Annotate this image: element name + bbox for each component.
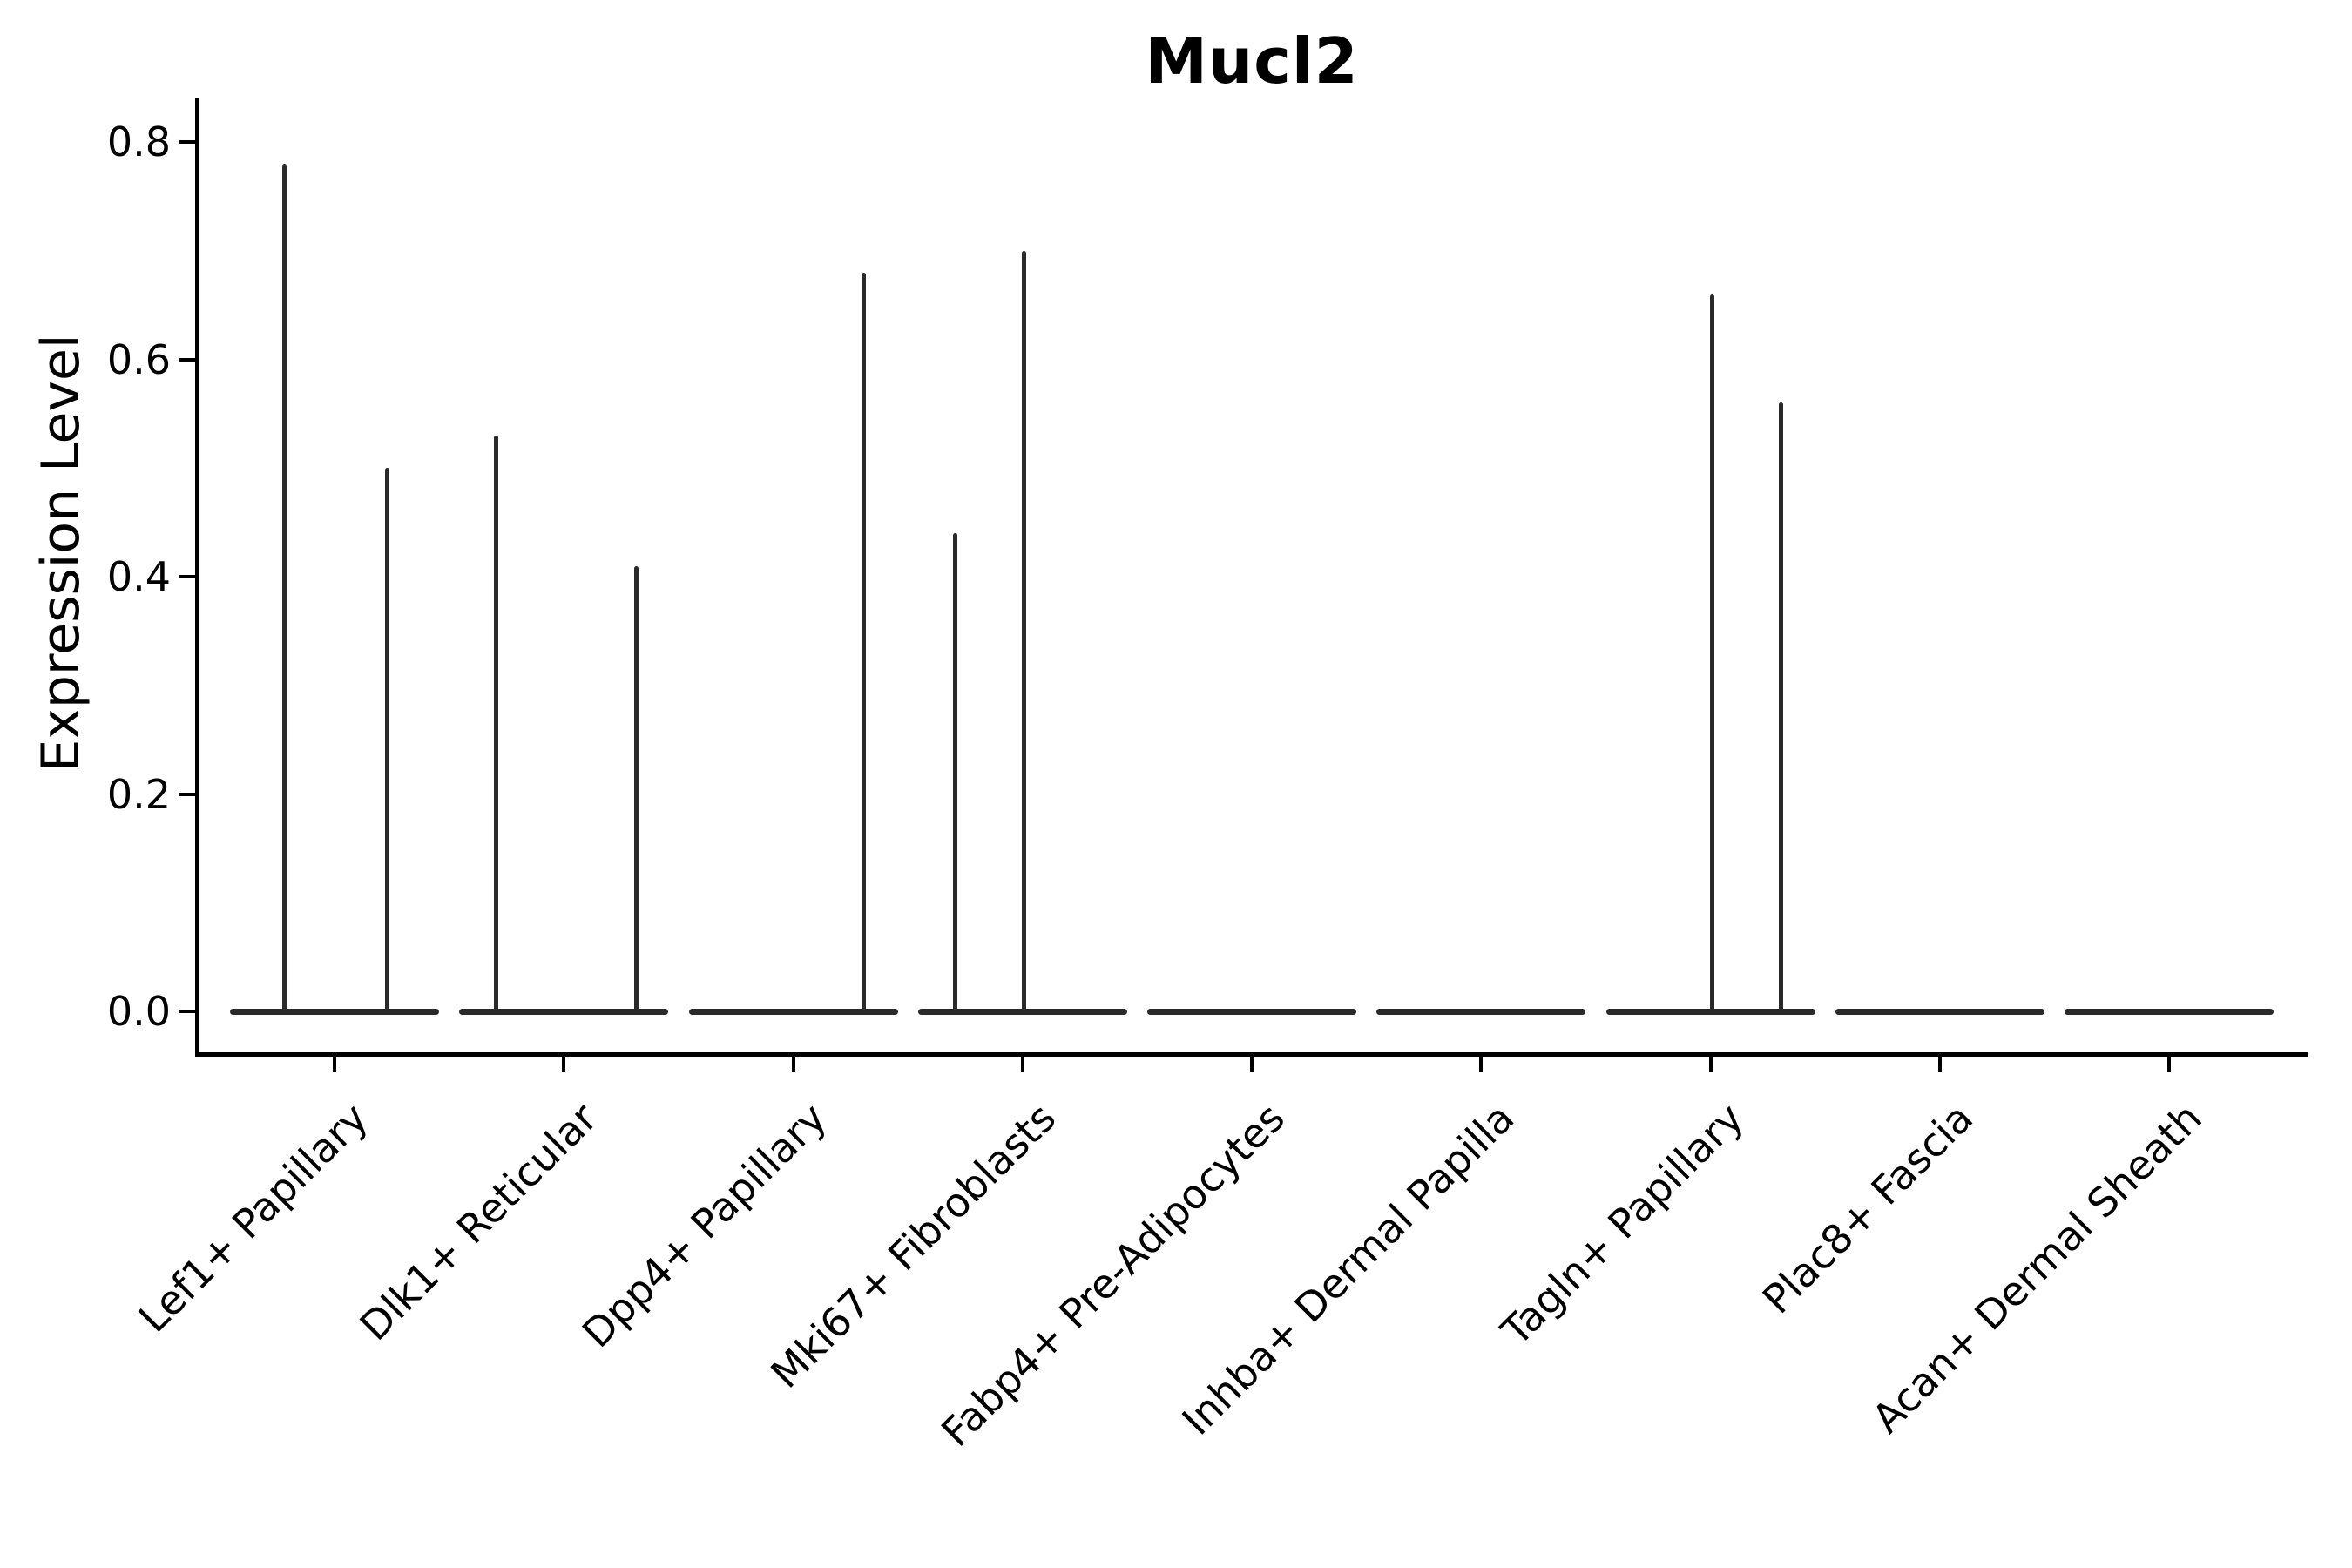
violin-body — [1835, 1009, 2044, 1015]
violin-body — [459, 1009, 669, 1015]
violin-spike — [282, 163, 287, 1014]
y-tick — [179, 575, 195, 578]
x-axis-spine — [195, 1052, 2308, 1057]
x-tick — [1250, 1057, 1254, 1072]
y-tick — [179, 1010, 195, 1013]
violin-spike — [1709, 294, 1714, 1014]
violin-spike — [634, 565, 639, 1014]
violin-spike — [385, 468, 389, 1014]
x-tick — [333, 1057, 336, 1072]
x-tick — [2167, 1057, 2171, 1072]
violin-body — [688, 1009, 898, 1015]
violin-body — [1376, 1009, 1586, 1015]
y-tick — [179, 140, 195, 144]
x-tick-label: Dlk1+ Reticular — [350, 1094, 606, 1350]
x-tick — [1479, 1057, 1484, 1072]
violin-body — [230, 1009, 439, 1015]
violin-spike — [1778, 402, 1783, 1014]
x-tick — [791, 1057, 795, 1072]
x-tick-label: Dpp4+ Papillary — [572, 1094, 835, 1357]
y-tick — [179, 357, 195, 362]
x-tick-label: Plac8+ Fascia — [1753, 1094, 1982, 1323]
chart-title: Mucl2 — [1145, 24, 1359, 98]
y-tick-label: 0.8 — [106, 118, 171, 166]
violin-spike — [861, 272, 866, 1014]
y-axis-spine — [195, 98, 199, 1057]
x-tick-label: Lef1+ Papillary — [129, 1094, 377, 1342]
x-tick-label: Tagln+ Papillary — [1491, 1094, 1753, 1355]
violin-body — [2065, 1009, 2274, 1015]
y-tick-label: 0.0 — [106, 988, 171, 1035]
violin-spike — [952, 533, 957, 1014]
x-tick — [562, 1057, 566, 1072]
x-tick — [1708, 1057, 1713, 1072]
violin-spike — [494, 435, 499, 1014]
y-tick-label: 0.2 — [106, 770, 171, 818]
violin-spike — [1021, 250, 1026, 1014]
y-tick — [179, 792, 195, 796]
x-tick — [1937, 1057, 1942, 1072]
y-tick-label: 0.6 — [106, 335, 171, 383]
violin-body — [1147, 1009, 1356, 1015]
x-tick — [1020, 1057, 1024, 1072]
y-tick-label: 0.4 — [106, 553, 171, 600]
